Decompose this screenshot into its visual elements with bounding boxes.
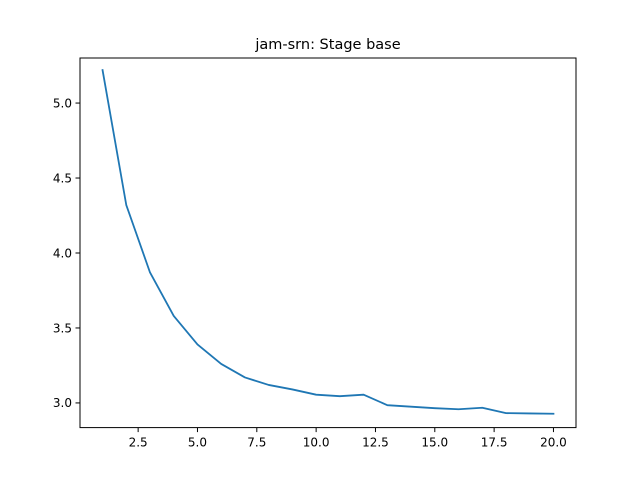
x-tick-label: 17.5 xyxy=(481,436,508,450)
x-tick-label: 10.0 xyxy=(303,436,330,450)
plot-area xyxy=(101,69,555,415)
x-tick-label: 2.5 xyxy=(129,436,148,450)
series-line-0 xyxy=(101,69,555,415)
y-axis: 3.0 3.5 4.0 4.5 5.0 xyxy=(53,96,80,410)
x-tick-label: 7.5 xyxy=(247,436,266,450)
x-tick-label: 12.5 xyxy=(362,436,389,450)
y-tick-label: 3.0 xyxy=(53,396,72,410)
y-tick-label: 3.5 xyxy=(53,321,72,335)
x-axis: 2.5 5.0 7.5 10.0 12.5 15.0 17.5 20.0 xyxy=(129,427,567,450)
x-tick-label: 5.0 xyxy=(188,436,207,450)
x-tick-label: 20.0 xyxy=(540,436,567,450)
y-tick-label: 4.5 xyxy=(53,171,72,185)
y-tick-label: 4.0 xyxy=(53,246,72,260)
y-tick-label: 5.0 xyxy=(53,96,72,110)
x-tick-label: 15.0 xyxy=(421,436,448,450)
axes-frame xyxy=(79,57,577,429)
chart-title: jam-srn: Stage base xyxy=(254,37,400,53)
